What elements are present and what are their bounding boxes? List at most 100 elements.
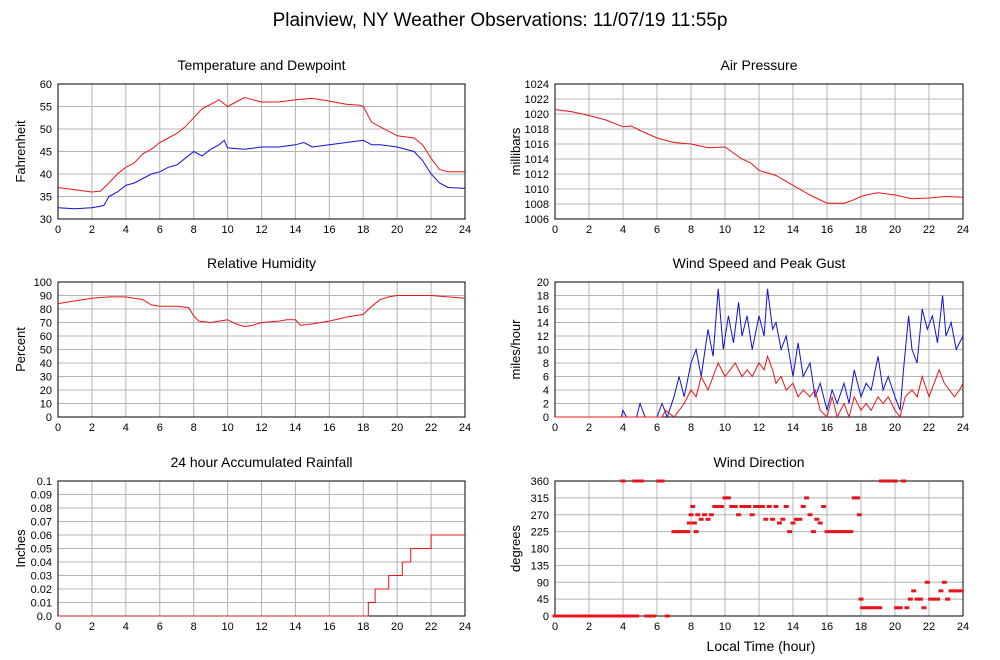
direction-point [831, 530, 837, 534]
rain-y-tick-label: 0.01 [31, 598, 52, 610]
rain-y-tick-label: 0.05 [31, 544, 52, 556]
rain-x-tick-label: 18 [357, 621, 369, 633]
rain-y-tick-label: 0.06 [31, 530, 52, 542]
pressure-x-tick-label: 12 [753, 224, 765, 236]
direction-point [644, 614, 650, 618]
temp-y-axis-label: Fahrenheit [13, 120, 28, 183]
direction-point [804, 496, 810, 500]
direction-point [555, 614, 561, 618]
rain-y-tick-label: 0.1 [37, 476, 52, 488]
rain-y-tick-label: 0.0 [37, 611, 52, 623]
temp-y-tick-label: 50 [40, 124, 52, 136]
direction-point [776, 521, 782, 525]
wind-y-tick-label: 20 [537, 277, 549, 289]
direction-point [562, 614, 568, 618]
direction-x-tick-label: 8 [688, 621, 694, 633]
temp-x-tick-label: 0 [55, 224, 61, 236]
pressure-x-tick-label: 0 [552, 224, 558, 236]
direction-point [759, 505, 765, 508]
direction-point [756, 505, 762, 508]
wind-y-tick-label: 4 [543, 385, 549, 397]
direction-point [863, 606, 869, 610]
pressure-x-tick-label: 18 [855, 224, 867, 236]
direction-point [766, 505, 772, 508]
direction-point [656, 479, 662, 483]
temp-x-tick-label: 2 [89, 224, 95, 236]
rain-title: 24 hour Accumulated Rainfall [170, 454, 352, 470]
direction-point [635, 479, 641, 483]
wind-y-tick-label: 16 [537, 304, 549, 316]
direction-y-axis-label: degrees [508, 525, 523, 572]
direction-point [572, 614, 578, 618]
direction-point [952, 589, 957, 593]
humidity-x-tick-label: 8 [191, 422, 197, 434]
direction-point [780, 517, 786, 521]
direction-x-tick-label: 16 [821, 621, 833, 633]
pressure-series-red-line [554, 109, 964, 204]
wind-x-tick-label: 12 [753, 422, 765, 434]
rain-y-tick-label: 0.04 [31, 557, 52, 569]
rain-y-tick-label: 0.09 [31, 490, 52, 502]
rain-x-tick-label: 20 [391, 621, 403, 633]
direction-point [678, 530, 684, 534]
wind-title: Wind Speed and Peak Gust [673, 255, 846, 271]
direction-point [746, 505, 752, 508]
wind-y-tick-label: 10 [537, 345, 549, 357]
pressure-title: Air Pressure [720, 57, 797, 73]
wind-series-red-line [555, 354, 964, 419]
humidity-x-tick-label: 16 [323, 422, 335, 434]
direction-point [623, 614, 629, 618]
direction-point [844, 530, 850, 534]
direction-point [824, 530, 830, 534]
direction-point [955, 589, 961, 593]
direction-title: Wind Direction [713, 454, 804, 470]
wind-series-blue-line [555, 288, 964, 419]
wind-y-tick-label: 2 [543, 399, 549, 411]
temp-series-blue-line [57, 139, 466, 210]
wind-plot-frame [554, 281, 964, 418]
pressure-x-tick-label: 2 [586, 224, 592, 236]
pressure-x-tick-label: 8 [688, 224, 694, 236]
direction-point [632, 479, 638, 483]
pressure-x-tick-label: 6 [654, 224, 660, 236]
pressure-y-tick-label: 1020 [525, 109, 549, 121]
humidity-y-tick-label: 30 [40, 372, 52, 384]
direction-point [810, 530, 816, 534]
direction-x-tick-label: 24 [957, 621, 969, 633]
temp-y-tick-label: 60 [40, 79, 52, 91]
direction-point [911, 589, 917, 593]
direction-point [695, 513, 701, 517]
temp-y-tick-label: 45 [40, 147, 52, 159]
direction-x-tick-label: 2 [586, 621, 592, 633]
pressure-y-tick-label: 1024 [525, 79, 549, 91]
direction-point [691, 521, 697, 525]
direction-point [634, 614, 640, 618]
direction-x-tick-label: 4 [620, 621, 626, 633]
direction-point [705, 517, 711, 521]
direction-point [894, 606, 900, 610]
direction-point [617, 614, 623, 618]
pressure-y-tick-label: 1006 [525, 214, 549, 226]
direction-point [790, 521, 796, 525]
direction-point [814, 517, 820, 521]
direction-point [566, 614, 572, 618]
direction-point [885, 479, 891, 483]
direction-y-tick-label: 0 [543, 611, 549, 623]
rain-y-tick-label: 0.02 [31, 584, 52, 596]
humidity-y-tick-label: 0 [46, 412, 52, 424]
direction-x-tick-label: 6 [654, 621, 660, 633]
humidity-y-axis-label: Percent [13, 327, 28, 372]
direction-point [600, 614, 606, 618]
direction-point [698, 517, 704, 521]
direction-point [889, 479, 895, 483]
direction-point [586, 614, 592, 618]
direction-point [596, 614, 602, 618]
wind-x-tick-label: 22 [923, 422, 935, 434]
direction-point [882, 479, 888, 483]
direction-point [931, 597, 937, 601]
humidity-x-tick-label: 14 [289, 422, 301, 434]
humidity-y-tick-label: 50 [40, 345, 52, 357]
direction-y-tick-label: 180 [531, 544, 549, 556]
humidity-title: Relative Humidity [207, 255, 316, 271]
